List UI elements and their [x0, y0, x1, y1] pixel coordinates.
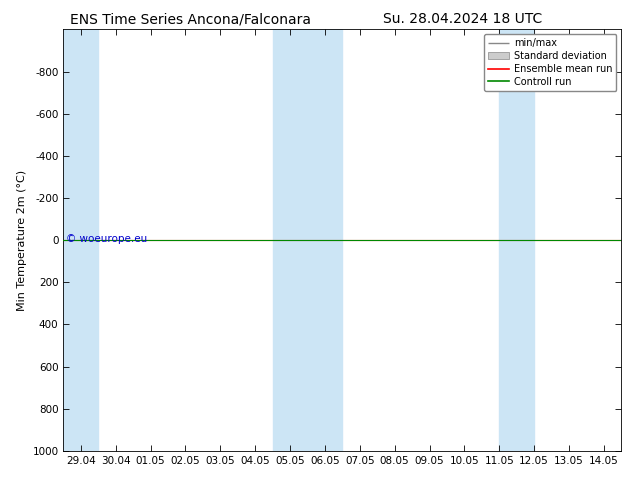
Legend: min/max, Standard deviation, Ensemble mean run, Controll run: min/max, Standard deviation, Ensemble me…	[484, 34, 616, 91]
Text: ENS Time Series Ancona/Falconara: ENS Time Series Ancona/Falconara	[70, 12, 311, 26]
Bar	[63, 29, 98, 451]
Text: Su. 28.04.2024 18 UTC: Su. 28.04.2024 18 UTC	[383, 12, 543, 26]
Bar	[500, 29, 534, 451]
Text: © woeurope.eu: © woeurope.eu	[66, 234, 148, 244]
Y-axis label: Min Temperature 2m (°C): Min Temperature 2m (°C)	[17, 170, 27, 311]
Bar	[273, 29, 342, 451]
